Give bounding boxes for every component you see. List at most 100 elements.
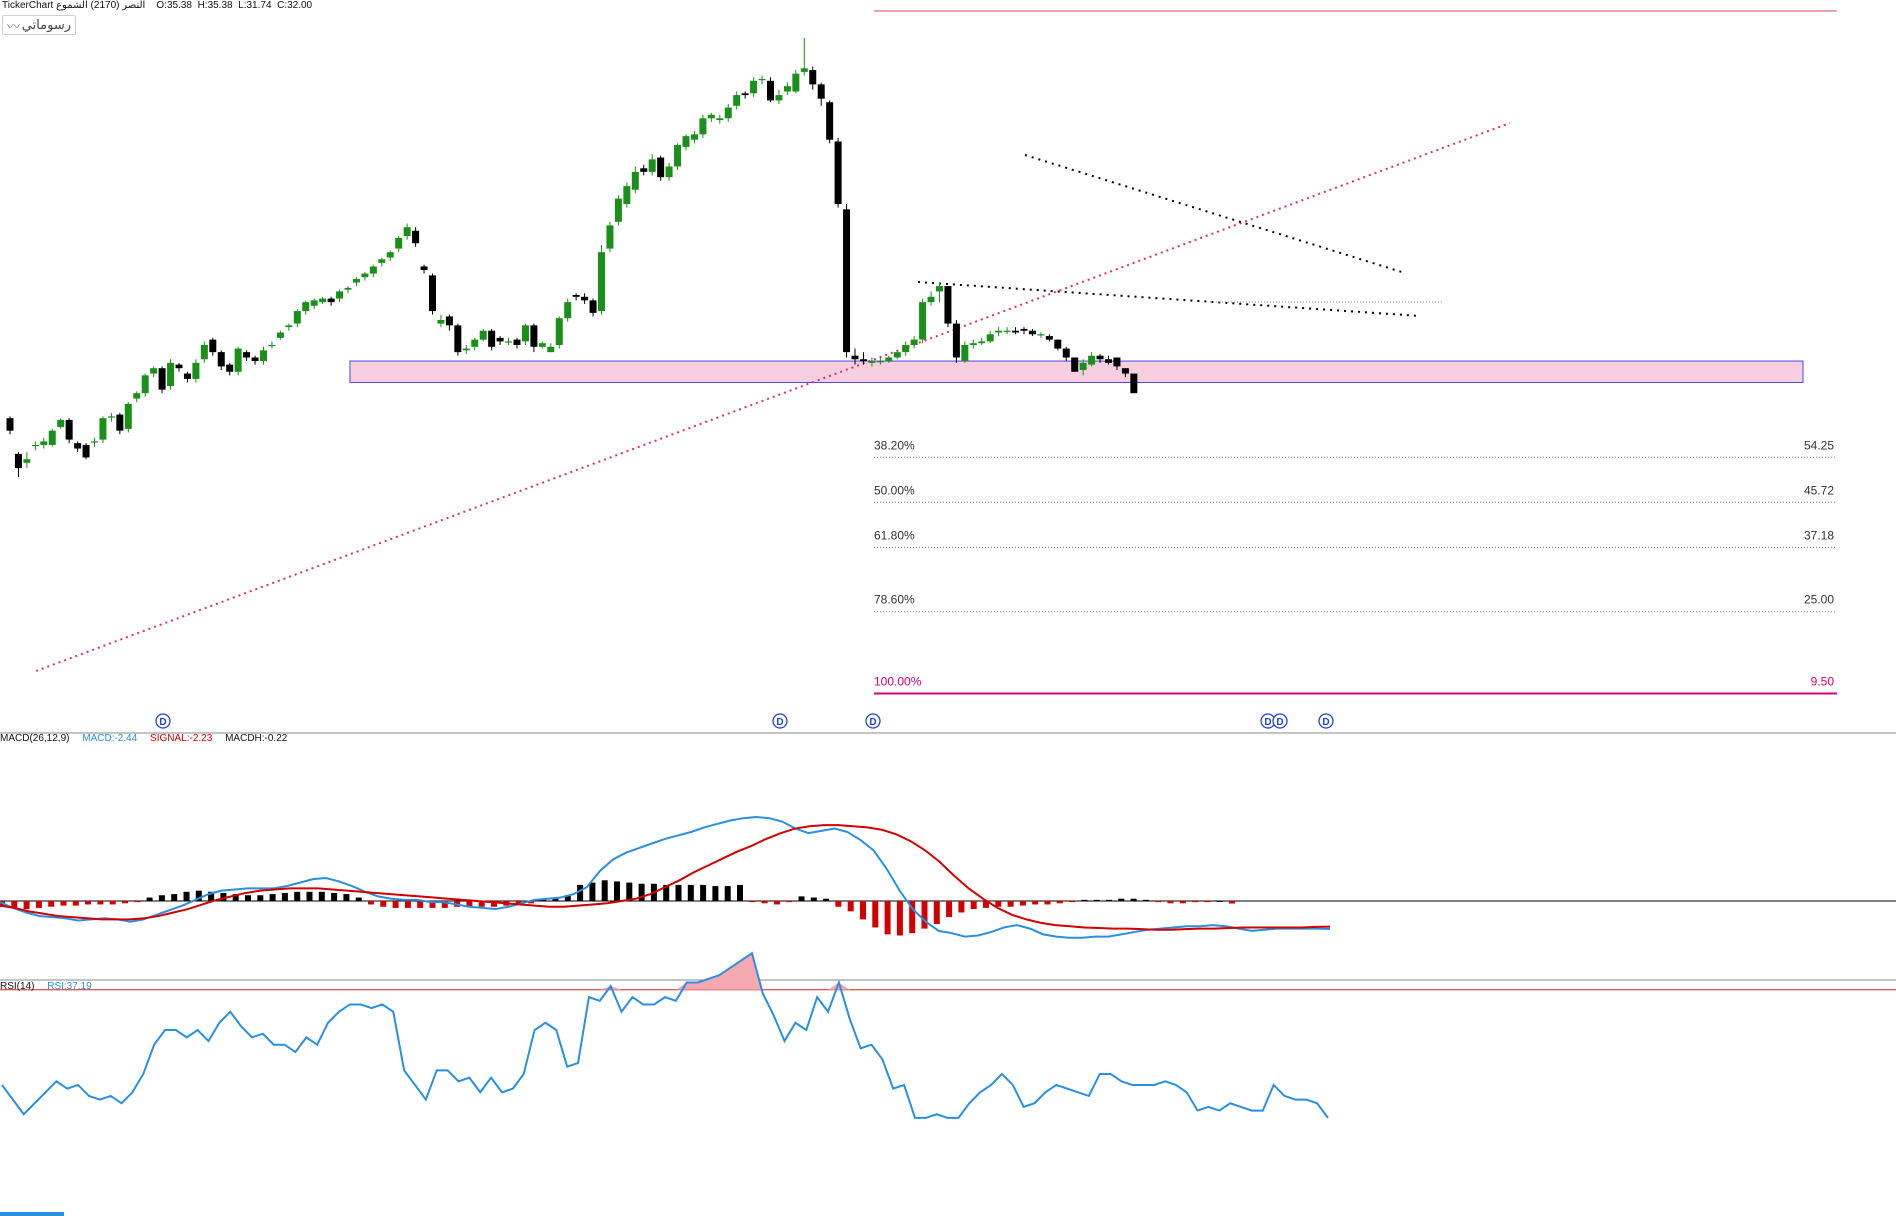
- candle: [936, 282, 943, 303]
- candle: [454, 323, 462, 356]
- candle: [192, 359, 200, 383]
- candle-body: [65, 419, 73, 440]
- candle-body: [82, 444, 90, 458]
- candle-body: [445, 316, 453, 326]
- candle: [995, 327, 1003, 337]
- ohlc-close: C:32.00: [277, 0, 313, 11]
- fib-level-percent: 50.00%: [874, 483, 915, 497]
- macd-histogram-bar: [1167, 901, 1174, 904]
- candle-body: [234, 348, 242, 372]
- macd-histogram-bar: [1044, 901, 1051, 905]
- candle: [505, 337, 513, 345]
- macd-histogram-bar: [970, 901, 977, 910]
- macd-histogram-bar: [589, 882, 596, 901]
- macd-histogram-bar: [872, 901, 879, 928]
- macd-histogram-bar: [183, 891, 190, 901]
- signal-line: [0, 824, 1331, 931]
- candle: [978, 337, 986, 345]
- candle-body: [699, 118, 707, 135]
- symbol-name: النصر (2170): [90, 0, 146, 11]
- candle-body: [868, 361, 876, 363]
- macd-histogram-bar: [577, 884, 584, 901]
- macd-histogram-bar: [478, 901, 485, 907]
- candle: [378, 257, 386, 267]
- candle: [403, 223, 411, 240]
- candle-body: [648, 159, 656, 172]
- candle: [285, 323, 293, 331]
- macd-histogram-bar: [515, 901, 522, 905]
- candle-body: [133, 393, 141, 399]
- candle: [851, 348, 859, 365]
- candle-body: [285, 325, 293, 328]
- candle: [885, 355, 893, 363]
- candle: [682, 134, 690, 151]
- macd-value: MACD:-2.44: [82, 733, 138, 744]
- candle: [40, 437, 48, 449]
- candle-body: [598, 252, 605, 312]
- candle: [183, 371, 191, 383]
- candle: [91, 437, 98, 447]
- candle: [623, 182, 631, 208]
- macd-histogram-bar: [1130, 898, 1137, 901]
- macd-histogram-bar: [232, 894, 239, 901]
- candle-body: [986, 334, 994, 342]
- candle: [496, 336, 504, 345]
- candle-body: [175, 364, 183, 369]
- candle: [31, 441, 39, 451]
- macd-histogram-bar: [835, 901, 842, 907]
- macd-histogram-bar: [306, 891, 313, 901]
- macd-histogram-bar: [429, 901, 436, 908]
- candle-body: [99, 418, 107, 440]
- candle-body: [581, 296, 589, 301]
- fib-level-price: 37.18: [1804, 528, 1834, 542]
- candle-body: [437, 320, 445, 324]
- candle: [741, 91, 749, 99]
- candle: [876, 357, 884, 365]
- candle-body: [505, 341, 513, 343]
- candle: [276, 330, 284, 340]
- candle: [910, 336, 918, 349]
- candle: [1062, 346, 1070, 362]
- candle: [952, 320, 960, 363]
- candle: [707, 112, 715, 122]
- macd-histogram-bar: [208, 891, 215, 901]
- macd-histogram-bar: [245, 895, 251, 901]
- macd-histogram-bar: [11, 901, 18, 908]
- triangle-upper-line: [1024, 154, 1406, 274]
- candle-body: [969, 343, 977, 345]
- candle-body: [1028, 330, 1036, 335]
- candle-body: [910, 339, 918, 345]
- candle-body: [758, 79, 766, 81]
- candle-body: [462, 348, 470, 351]
- candle-body: [1105, 359, 1112, 363]
- ohlc-open: O:35.38: [156, 0, 192, 11]
- candle: [175, 362, 183, 372]
- candle-body: [1054, 339, 1062, 349]
- candle: [386, 250, 394, 262]
- candle: [1088, 352, 1096, 367]
- macd-line: [0, 816, 1331, 939]
- dividend-marker-label: D: [1276, 717, 1283, 728]
- candle: [758, 75, 766, 85]
- candle-body: [1096, 355, 1104, 360]
- candle: [640, 164, 648, 176]
- candle-body: [74, 443, 82, 449]
- signal-value: SIGNAL:-2.23: [150, 733, 213, 744]
- candle-body: [479, 330, 487, 340]
- macd-histogram-bar: [122, 901, 128, 904]
- candle: [1079, 359, 1087, 376]
- candle-body: [352, 278, 360, 283]
- macd-histogram-bar: [1007, 901, 1014, 907]
- dividend-marker-label: D: [1264, 717, 1271, 728]
- macd-histogram-bar: [1155, 901, 1162, 903]
- my-drawings-button[interactable]: 〰 رسوماتي: [2, 15, 76, 35]
- macd-histogram-bar: [1204, 901, 1211, 903]
- macd-histogram-bar: [318, 891, 325, 901]
- candle-body: [614, 198, 622, 222]
- fib-level-price: 9.50: [1811, 675, 1835, 689]
- candle-body: [606, 225, 614, 249]
- candle: [462, 344, 470, 354]
- candle-body: [564, 302, 572, 319]
- candle: [826, 100, 834, 144]
